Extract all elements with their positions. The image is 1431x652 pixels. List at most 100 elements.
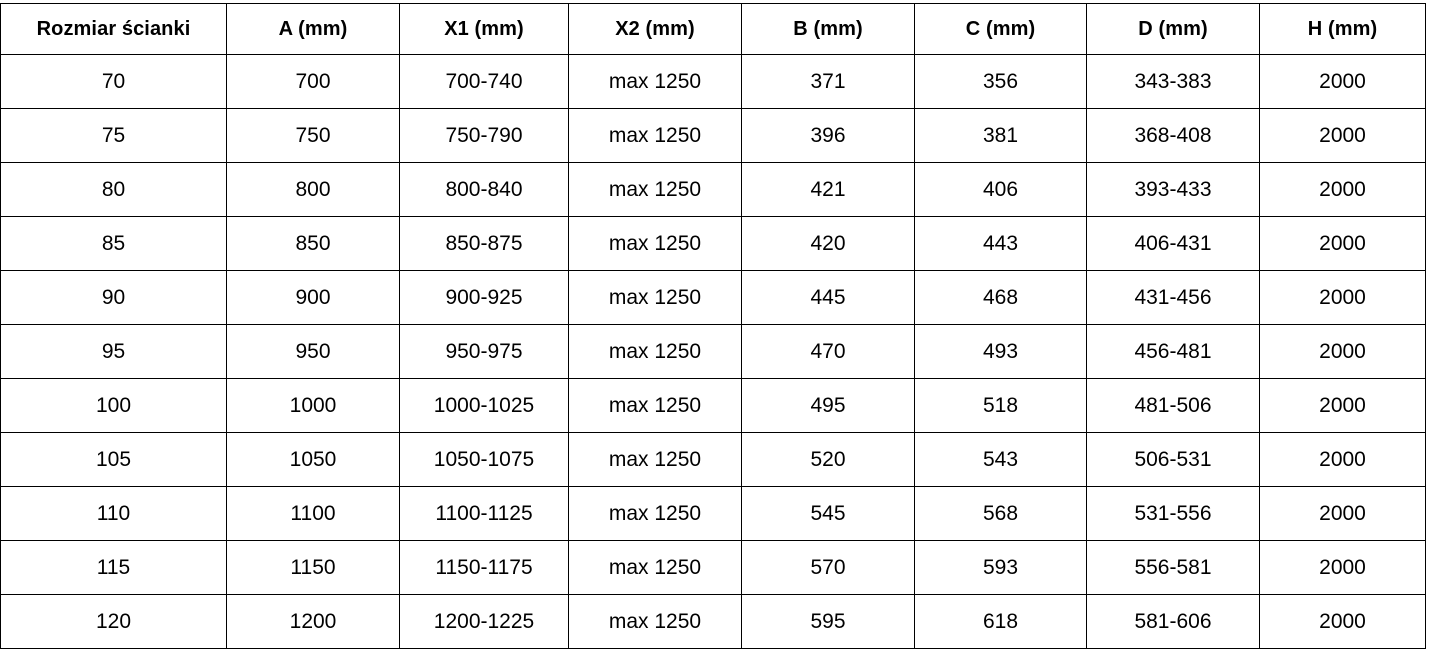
cell-value: 95 (101, 340, 126, 363)
cell-value: 445 (810, 286, 846, 309)
column-header-label: X2 (mm) (615, 18, 695, 40)
cell-value: 420 (810, 232, 846, 255)
table-cell-x1: 900-925 (399, 270, 569, 325)
cell-value: 468 (982, 286, 1019, 309)
cell-value: 543 (982, 448, 1019, 471)
table-cell-a: 1100 (226, 486, 400, 541)
cell-value: 1150-1175 (435, 556, 533, 579)
cell-value: 443 (982, 232, 1019, 255)
column-header-c: C (mm) (914, 3, 1087, 55)
table-row: 105 1050 1050-1075 max 1250 520 543 506-531 200… (0, 432, 1426, 487)
cell-value: 1000 (289, 394, 337, 417)
table-cell-h: 2000 (1259, 216, 1426, 271)
table-cell-a: 1150 (226, 540, 400, 595)
table-cell-c: 406 (914, 162, 1087, 217)
table-cell-b: 420 (741, 216, 915, 271)
cell-value: 2000 (1319, 232, 1366, 255)
table-cell-b: 396 (741, 108, 915, 163)
cell-value: 343-383 (1134, 70, 1212, 93)
cell-value: 850-875 (445, 232, 523, 255)
table-cell-c: 468 (914, 270, 1087, 325)
cell-value: 2000 (1319, 394, 1366, 417)
table-cell-d: 556-581 (1086, 540, 1260, 595)
table-cell-x2: max 1250 (568, 540, 742, 595)
cell-value: 618 (982, 610, 1019, 633)
table-cell-b: 445 (741, 270, 915, 325)
cell-value: 2000 (1319, 286, 1366, 309)
table-cell-a: 1200 (226, 594, 400, 649)
cell-value: 75 (101, 124, 126, 147)
cell-value: 85 (101, 232, 126, 255)
cell-value: max 1250 (608, 448, 702, 471)
column-header-d: D (mm) (1086, 3, 1260, 55)
cell-value: 518 (982, 394, 1019, 417)
cell-value: 368-408 (1134, 124, 1212, 147)
table-row: 110 1100 1100-1125 max 1250 545 568 531-556 200… (0, 486, 1426, 541)
table-cell-a: 850 (226, 216, 400, 271)
cell-value: 595 (810, 610, 846, 633)
table-cell-h: 2000 (1259, 594, 1426, 649)
cell-value: 800-840 (445, 178, 523, 201)
cell-value: 431-456 (1134, 286, 1212, 309)
cell-value: 900-925 (445, 286, 523, 309)
cell-value: max 1250 (608, 232, 702, 255)
document-canvas: Rozmiar ścianki A (mm) X1 (mm) X2 (mm) B… (0, 3, 1431, 652)
table-cell-h: 2000 (1259, 162, 1426, 217)
cell-value: 2000 (1319, 502, 1366, 525)
cell-value: 80 (101, 178, 126, 201)
table-cell-c: 543 (914, 432, 1087, 487)
cell-value: 110 (96, 502, 131, 525)
table-cell-rozmiar-scianki: 100 (0, 378, 227, 433)
cell-value: max 1250 (608, 394, 702, 417)
cell-value: 1050-1075 (433, 448, 535, 471)
table-header: Rozmiar ścianki A (mm) X1 (mm) X2 (mm) B… (0, 3, 1426, 55)
table-body: 70 700 700-740 max 1250 371 356 343-383 2000 75 7… (0, 54, 1426, 649)
cell-value: 2000 (1319, 340, 1366, 363)
cell-value: 2000 (1319, 448, 1366, 471)
table-cell-c: 493 (914, 324, 1087, 379)
cell-value: 900 (295, 286, 331, 309)
cell-value: 950-975 (445, 340, 523, 363)
table-cell-c: 568 (914, 486, 1087, 541)
column-header-label: H (mm) (1307, 18, 1378, 40)
cell-value: max 1250 (608, 70, 702, 93)
table-row: 120 1200 1200-1225 max 1250 595 618 581-606 200… (0, 594, 1426, 649)
cell-value: 120 (95, 610, 132, 633)
cell-value: 1000-1025 (433, 394, 535, 417)
column-header-rozmiar-scianki: Rozmiar ścianki (0, 3, 227, 55)
cell-value: 2000 (1319, 178, 1366, 201)
table-cell-h: 2000 (1259, 108, 1426, 163)
table-cell-rozmiar-scianki: 120 (0, 594, 227, 649)
cell-value: max 1250 (608, 178, 702, 201)
table-cell-h: 2000 (1259, 432, 1426, 487)
column-header-label: C (mm) (965, 18, 1036, 40)
cell-value: 1200-1225 (433, 610, 535, 633)
table-cell-c: 381 (914, 108, 1087, 163)
table-cell-x2: max 1250 (568, 108, 742, 163)
table-cell-d: 406-431 (1086, 216, 1260, 271)
cell-value: 950 (295, 340, 331, 363)
table-cell-x1: 750-790 (399, 108, 569, 163)
table-row: 80 800 800-840 max 1250 421 406 393-433 2000 (0, 162, 1426, 217)
cell-value: 1200 (289, 610, 337, 633)
table-cell-x1: 1150-1175 (399, 540, 569, 595)
table-cell-a: 800 (226, 162, 400, 217)
cell-value: 531-556 (1134, 502, 1212, 525)
cell-value: 493 (982, 340, 1019, 363)
table-cell-x2: max 1250 (568, 162, 742, 217)
cell-value: 456-481 (1134, 340, 1212, 363)
table-row: 115 1150 1150-1175 max 1250 570 593 556-581 200… (0, 540, 1426, 595)
cell-value: 850 (295, 232, 331, 255)
column-header-label: Rozmiar ścianki (36, 18, 191, 40)
cell-value: 371 (810, 70, 846, 93)
table-cell-a: 750 (226, 108, 400, 163)
table-cell-d: 431-456 (1086, 270, 1260, 325)
cell-value: 800 (295, 178, 331, 201)
cell-value: 700 (295, 70, 331, 93)
table-row: 70 700 700-740 max 1250 371 356 343-383 2000 (0, 54, 1426, 109)
table-cell-a: 1000 (226, 378, 400, 433)
cell-value: max 1250 (608, 502, 702, 525)
table-cell-rozmiar-scianki: 85 (0, 216, 227, 271)
column-header-label: D (mm) (1138, 18, 1208, 40)
table-cell-x2: max 1250 (568, 324, 742, 379)
